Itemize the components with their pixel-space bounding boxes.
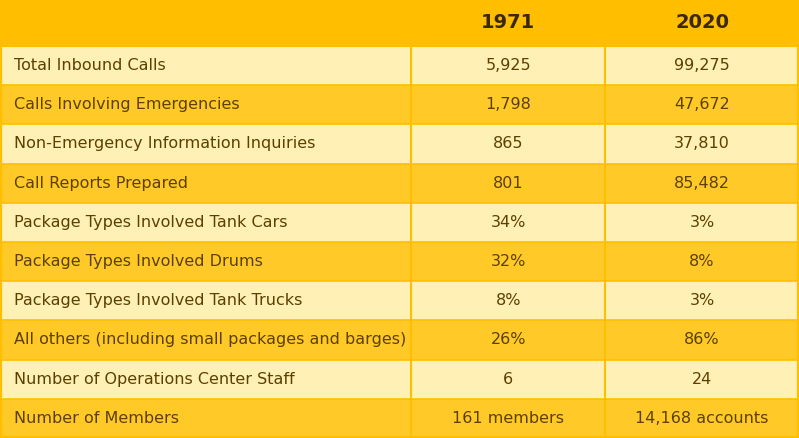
Text: Package Types Involved Drums: Package Types Involved Drums <box>14 254 263 269</box>
Text: 47,672: 47,672 <box>674 97 730 112</box>
Bar <box>606 320 799 360</box>
Text: Total Inbound Calls: Total Inbound Calls <box>14 58 166 73</box>
Bar <box>0 203 411 242</box>
Bar <box>606 124 799 164</box>
Bar <box>411 320 606 360</box>
Bar <box>411 281 606 320</box>
Bar <box>606 163 799 203</box>
Bar <box>0 320 411 360</box>
Text: Number of Members: Number of Members <box>14 411 180 426</box>
Text: 24: 24 <box>692 372 712 387</box>
Bar <box>0 281 411 320</box>
Text: 1971: 1971 <box>481 14 535 32</box>
Text: 37,810: 37,810 <box>674 137 730 152</box>
Text: Calls Involving Emergencies: Calls Involving Emergencies <box>14 97 240 112</box>
Text: Non-Emergency Information Inquiries: Non-Emergency Information Inquiries <box>14 137 316 152</box>
Text: All others (including small packages and barges): All others (including small packages and… <box>14 332 407 347</box>
Bar <box>606 399 799 438</box>
Bar <box>0 242 411 281</box>
Bar <box>0 399 411 438</box>
Text: 3%: 3% <box>690 215 715 230</box>
Bar <box>411 203 606 242</box>
Text: 99,275: 99,275 <box>674 58 730 73</box>
Text: 32%: 32% <box>491 254 526 269</box>
Bar <box>606 203 799 242</box>
Text: 801: 801 <box>493 176 523 191</box>
Bar <box>0 360 411 399</box>
Bar <box>0 85 411 124</box>
Text: 865: 865 <box>493 137 523 152</box>
Text: 86%: 86% <box>684 332 720 347</box>
Bar <box>606 281 799 320</box>
Text: 34%: 34% <box>491 215 526 230</box>
Bar <box>0 124 411 164</box>
Text: 3%: 3% <box>690 293 715 308</box>
Text: 2020: 2020 <box>675 14 729 32</box>
Bar <box>606 242 799 281</box>
Bar <box>606 0 799 46</box>
Bar <box>606 85 799 124</box>
Bar <box>411 242 606 281</box>
Bar <box>411 85 606 124</box>
Text: 161 members: 161 members <box>452 411 564 426</box>
Text: 26%: 26% <box>491 332 526 347</box>
Text: Package Types Involved Tank Cars: Package Types Involved Tank Cars <box>14 215 288 230</box>
Bar <box>411 399 606 438</box>
Text: 85,482: 85,482 <box>674 176 730 191</box>
Bar <box>411 124 606 164</box>
Text: Number of Operations Center Staff: Number of Operations Center Staff <box>14 372 295 387</box>
Text: 1,798: 1,798 <box>486 97 531 112</box>
Bar <box>606 360 799 399</box>
Bar <box>0 46 411 85</box>
Text: 14,168 accounts: 14,168 accounts <box>635 411 769 426</box>
Text: Call Reports Prepared: Call Reports Prepared <box>14 176 189 191</box>
Text: 6: 6 <box>503 372 514 387</box>
Bar <box>411 163 606 203</box>
Text: Package Types Involved Tank Trucks: Package Types Involved Tank Trucks <box>14 293 303 308</box>
Text: 8%: 8% <box>495 293 521 308</box>
Bar <box>411 360 606 399</box>
Bar <box>411 0 606 46</box>
Bar <box>0 163 411 203</box>
Bar <box>606 46 799 85</box>
Text: 5,925: 5,925 <box>486 58 531 73</box>
Text: 8%: 8% <box>690 254 715 269</box>
Bar <box>411 46 606 85</box>
Bar <box>0 0 411 46</box>
